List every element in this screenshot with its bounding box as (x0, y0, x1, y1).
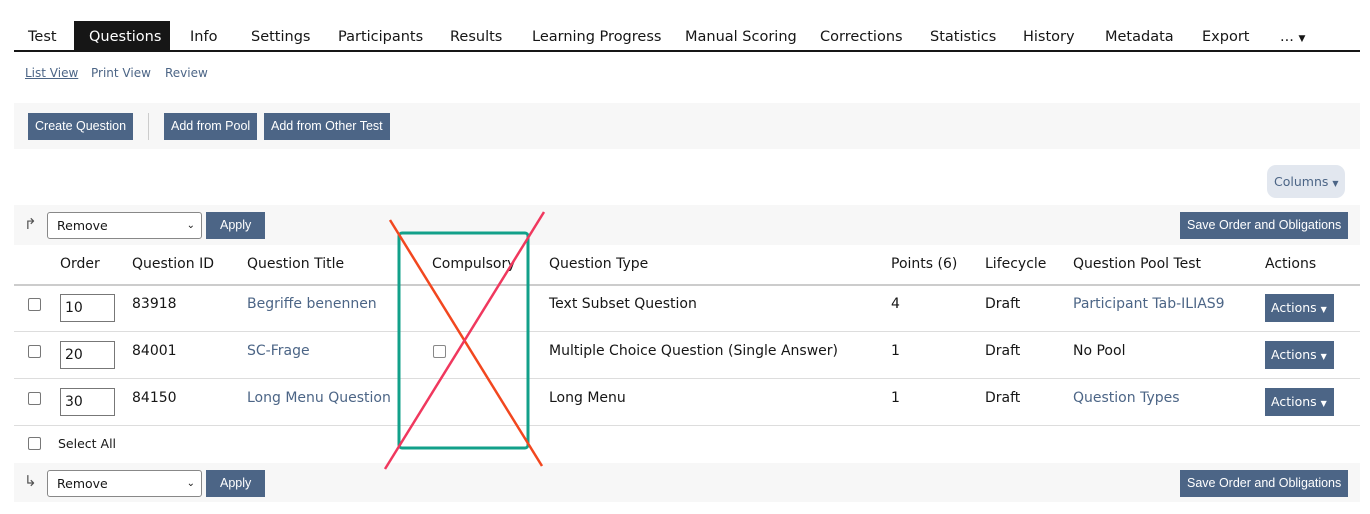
arrow-turn-down-icon: ↳ (24, 472, 37, 490)
caret-down-icon: ▼ (1332, 179, 1339, 188)
more-label: ... (1280, 29, 1294, 45)
actions-label: Actions (1271, 394, 1317, 409)
select-value: Remove (57, 476, 108, 491)
question-pool: No Pool (1073, 343, 1126, 359)
question-id: 84001 (132, 343, 177, 359)
multi-action-select-bottom[interactable]: Remove ⌄ (47, 470, 202, 497)
caret-down-icon: ▼ (1320, 352, 1327, 361)
save-order-button-top[interactable]: Save Order and Obligations (1180, 212, 1349, 239)
lifecycle: Draft (985, 343, 1021, 359)
add-from-pool-button[interactable]: Add from Pool (164, 113, 258, 140)
actions-label: Actions (1271, 347, 1317, 362)
tab-learning-progress[interactable]: Learning Progress (532, 29, 662, 45)
tab-metadata[interactable]: Metadata (1105, 29, 1174, 45)
tab-test[interactable]: Test (28, 29, 57, 45)
order-input[interactable]: 30 (60, 388, 115, 416)
chevron-down-icon: ⌄ (186, 478, 195, 489)
compulsory-checkbox[interactable] (433, 345, 446, 358)
header-order[interactable]: Order (60, 256, 100, 272)
tab-history[interactable]: History (1023, 29, 1075, 45)
question-type: Text Subset Question (549, 296, 697, 312)
points: 4 (891, 296, 900, 312)
save-order-button-bottom[interactable]: Save Order and Obligations (1180, 470, 1349, 497)
actions-label: Actions (1271, 300, 1317, 315)
order-input[interactable]: 20 (60, 341, 115, 369)
tab-corrections[interactable]: Corrections (820, 29, 903, 45)
add-from-other-test-button[interactable]: Add from Other Test (264, 113, 390, 140)
tab-settings[interactable]: Settings (251, 29, 311, 45)
actions-dropdown[interactable]: Actions ▼ (1265, 341, 1334, 369)
header-question-pool[interactable]: Question Pool Test (1073, 256, 1202, 272)
tab-questions[interactable]: Questions (74, 21, 170, 51)
tab-statistics[interactable]: Statistics (930, 29, 997, 45)
lifecycle: Draft (985, 390, 1021, 406)
row-checkbox[interactable] (28, 392, 41, 405)
row-divider (14, 331, 1360, 332)
subtab-list-view[interactable]: List View (25, 66, 79, 80)
header-divider (14, 284, 1360, 286)
question-type: Long Menu (549, 390, 626, 406)
actions-dropdown[interactable]: Actions ▼ (1265, 388, 1334, 416)
header-question-title[interactable]: Question Title (247, 256, 345, 272)
tab-participants[interactable]: Participants (338, 29, 424, 45)
header-actions: Actions (1265, 256, 1317, 272)
question-type: Multiple Choice Question (Single Answer) (549, 343, 838, 359)
columns-label: Columns (1274, 174, 1329, 189)
tab-info[interactable]: Info (190, 29, 218, 45)
row-divider (14, 378, 1360, 379)
subtab-review[interactable]: Review (165, 66, 208, 80)
select-value: Remove (57, 218, 108, 233)
question-title-link[interactable]: Begriffe benennen (247, 296, 377, 312)
header-compulsory[interactable]: Compulsory (432, 256, 516, 272)
tab-more[interactable]: ... ▼ (1280, 21, 1305, 51)
row-checkbox[interactable] (28, 298, 41, 311)
chevron-down-icon: ⌄ (186, 220, 195, 231)
annotation-cross-line (383, 211, 546, 470)
header-points[interactable]: Points (6) (891, 256, 958, 272)
caret-down-icon: ▼ (1298, 34, 1306, 44)
lifecycle: Draft (985, 296, 1021, 312)
tab-export[interactable]: Export (1202, 29, 1250, 45)
tab-manual-scoring[interactable]: Manual Scoring (685, 29, 797, 45)
question-title-link[interactable]: SC-Frage (247, 343, 310, 359)
header-lifecycle[interactable]: Lifecycle (985, 256, 1047, 272)
annotation-highlight-box (397, 231, 530, 450)
caret-down-icon: ▼ (1320, 399, 1327, 408)
points: 1 (891, 343, 900, 359)
tab-results[interactable]: Results (450, 29, 503, 45)
columns-button[interactable]: Columns ▼ (1267, 165, 1345, 198)
row-divider (14, 425, 1360, 426)
question-title-link[interactable]: Long Menu Question (247, 390, 391, 406)
header-question-type[interactable]: Question Type (549, 256, 649, 272)
tab-divider (14, 50, 1360, 52)
toolbar-divider (148, 113, 149, 140)
question-pool-link[interactable]: Question Types (1073, 390, 1180, 406)
points: 1 (891, 390, 900, 406)
create-question-button[interactable]: Create Question (28, 113, 134, 140)
order-input[interactable]: 10 (60, 294, 115, 322)
apply-button-top[interactable]: Apply (206, 212, 266, 239)
question-id: 83918 (132, 296, 177, 312)
header-question-id[interactable]: Question ID (132, 256, 214, 272)
select-all-label[interactable]: Select All (58, 436, 117, 451)
select-all-checkbox[interactable] (28, 437, 41, 450)
apply-button-bottom[interactable]: Apply (206, 470, 266, 497)
question-pool-link[interactable]: Participant Tab-ILIAS9 (1073, 296, 1225, 312)
multi-action-select-top[interactable]: Remove ⌄ (47, 212, 202, 239)
row-checkbox[interactable] (28, 345, 41, 358)
actions-dropdown[interactable]: Actions ▼ (1265, 294, 1334, 322)
annotation-cross-line (388, 219, 544, 467)
caret-down-icon: ▼ (1320, 305, 1327, 314)
question-id: 84150 (132, 390, 177, 406)
arrow-turn-right-icon: ↱ (24, 215, 37, 233)
subtab-print-view[interactable]: Print View (91, 66, 151, 80)
